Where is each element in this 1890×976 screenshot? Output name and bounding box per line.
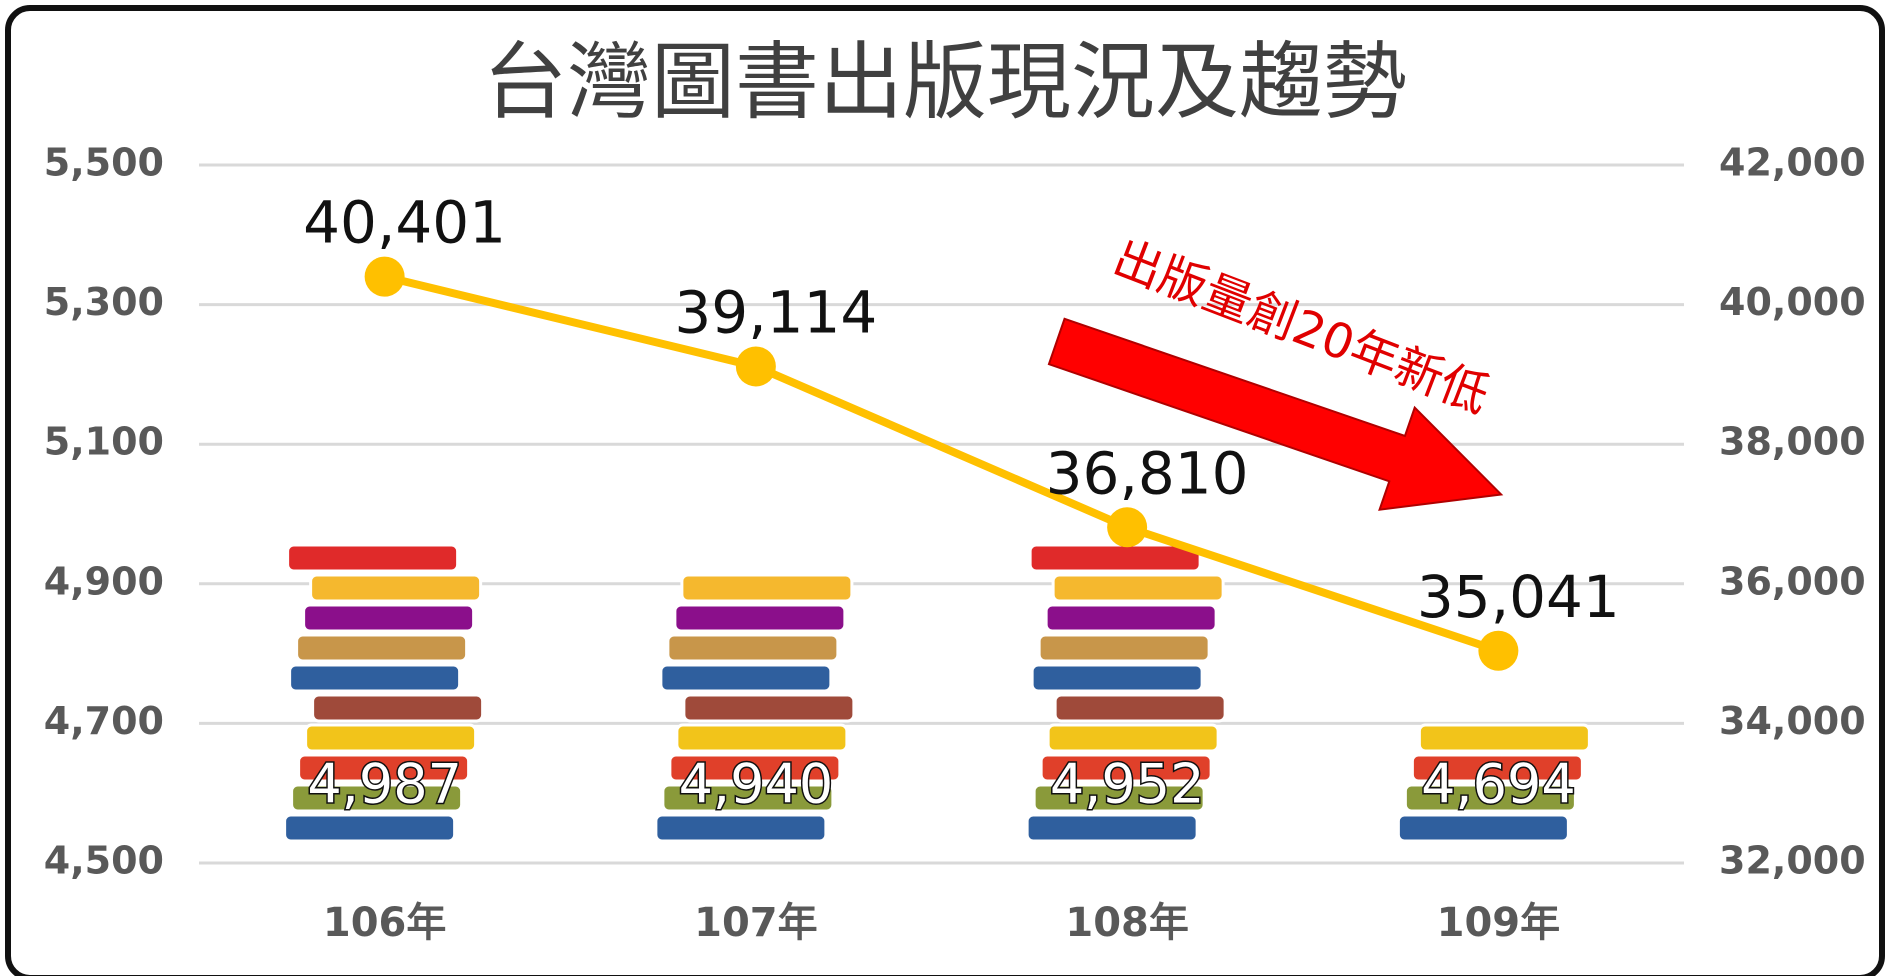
book xyxy=(288,545,458,571)
book xyxy=(1419,725,1589,751)
y-tick-label: 4,700 xyxy=(44,699,164,743)
book xyxy=(677,725,847,751)
book xyxy=(290,665,460,691)
y2-tick-label: 36,000 xyxy=(1719,559,1866,603)
book xyxy=(668,635,838,661)
book xyxy=(297,635,467,661)
line-point xyxy=(1478,631,1518,671)
book xyxy=(1030,545,1200,571)
book xyxy=(684,695,854,721)
line-value-label: 39,114 xyxy=(674,279,877,347)
y2-tick-label: 38,000 xyxy=(1719,420,1866,464)
book xyxy=(661,665,831,691)
book xyxy=(304,605,474,631)
y2-tick-label: 34,000 xyxy=(1719,699,1866,743)
bar-value-label: 4,952 xyxy=(1050,753,1205,816)
book xyxy=(1039,635,1209,661)
y-tick-label: 5,300 xyxy=(44,280,164,324)
book xyxy=(682,575,852,601)
y-tick-label: 4,500 xyxy=(44,839,164,883)
book xyxy=(306,725,476,751)
bar-value-label: 4,987 xyxy=(307,753,462,816)
book xyxy=(1398,815,1568,841)
x-tick-label: 109年 xyxy=(1437,900,1561,946)
line-point xyxy=(365,257,405,297)
book xyxy=(675,605,845,631)
line-point xyxy=(1107,507,1147,547)
book xyxy=(1055,695,1225,721)
book xyxy=(1053,575,1223,601)
bar-value-label: 4,940 xyxy=(679,753,834,816)
line-point xyxy=(736,346,776,386)
book xyxy=(1032,665,1202,691)
book xyxy=(1048,725,1218,751)
y2-tick-label: 42,000 xyxy=(1719,141,1866,185)
y-tick-label: 4,900 xyxy=(44,559,164,603)
book xyxy=(311,575,481,601)
book xyxy=(656,815,826,841)
line-value-label: 40,401 xyxy=(303,189,506,257)
chart: 台灣圖書出版現況及趨勢 4,500 4,700 4,900 5,100 5,300 5,5… xyxy=(0,0,1890,976)
line-value-label: 36,810 xyxy=(1046,439,1249,507)
line-value-label: 35,041 xyxy=(1417,563,1620,631)
x-tick-label: 106年 xyxy=(323,900,447,946)
book xyxy=(313,695,483,721)
bar-value-label: 4,694 xyxy=(1421,753,1576,816)
y-tick-label: 5,500 xyxy=(44,141,164,185)
y-tick-label: 5,100 xyxy=(44,420,164,464)
x-tick-label: 108年 xyxy=(1065,900,1189,946)
y2-tick-label: 32,000 xyxy=(1719,839,1866,883)
y2-tick-label: 40,000 xyxy=(1719,280,1866,324)
book xyxy=(1046,605,1216,631)
x-tick-label: 107年 xyxy=(694,900,818,946)
chart-title: 台灣圖書出版現況及趨勢 xyxy=(483,33,1407,131)
book xyxy=(1027,815,1197,841)
book xyxy=(285,815,455,841)
